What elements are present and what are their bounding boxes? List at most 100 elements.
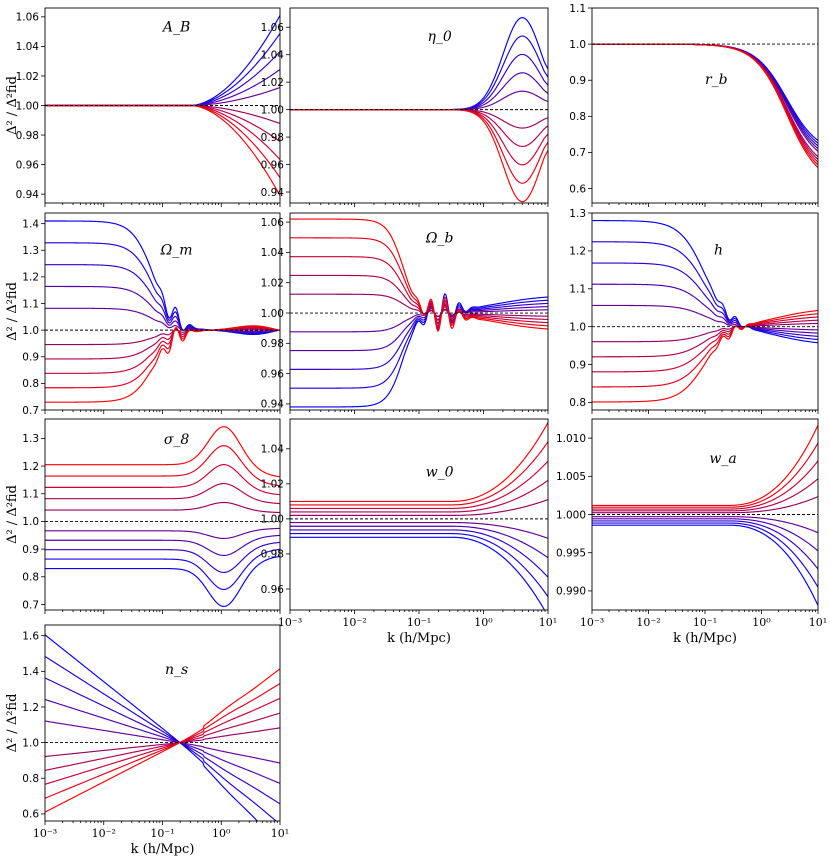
series-line-0 (592, 524, 818, 606)
series-line-0 (45, 555, 280, 608)
series-group (290, 17, 548, 203)
series-line-0 (290, 17, 548, 111)
series-line-7 (290, 479, 548, 513)
ytick-label: 1.04 (261, 247, 285, 259)
ytick-label: 1.06 (261, 22, 285, 34)
series-line-10 (592, 309, 818, 403)
ytick-label: 1.00 (261, 308, 284, 320)
ytick-label: 0.94 (16, 189, 40, 201)
series-line-6 (592, 496, 818, 514)
ytick-label: 0.8 (22, 572, 39, 584)
panel-title: n_s (165, 662, 188, 678)
xtick-label: 10⁰ (752, 616, 771, 629)
ytick-label: 1.00 (261, 104, 284, 116)
xtick-label: 10⁻¹ (150, 827, 174, 840)
series-line-1 (290, 296, 548, 389)
series-line-10 (45, 325, 280, 403)
series-line-4 (290, 90, 548, 111)
series-line-3 (290, 72, 548, 111)
ytick-label: 1.0 (22, 516, 39, 528)
ytick-label: 0.96 (16, 159, 40, 171)
series-line-8 (45, 697, 280, 785)
ytick-label: 1.2 (569, 246, 586, 258)
panel-title: η_0 (427, 29, 451, 45)
ytick-label: 0.9 (569, 75, 586, 87)
ytick-label: 0.96 (261, 159, 285, 171)
series-group (592, 43, 818, 169)
xtick-label: 10⁻² (636, 616, 660, 629)
series-line-8 (45, 104, 280, 160)
ytick-label: 1.04 (16, 41, 40, 53)
ytick-label: 1.02 (261, 278, 284, 290)
series-line-7 (45, 327, 280, 360)
ytick-label: 0.8 (569, 111, 586, 123)
series-line-10 (290, 422, 548, 502)
xtick-label: 10⁻¹ (407, 616, 431, 629)
ytick-label: 0.96 (261, 584, 285, 596)
series-line-6 (290, 293, 548, 318)
series-line-4 (45, 720, 280, 764)
ytick-label: 0.8 (569, 397, 586, 409)
ytick-label: 1.00 (16, 100, 39, 112)
panel-1: 0.94 0.96 0.98 1.00 1.02 1.04 1.06 η_0 (261, 7, 549, 207)
panel-title: w_a (709, 451, 736, 467)
series-line-10 (45, 426, 280, 478)
ytick-label: 0.9 (22, 544, 39, 556)
ytick-label: 1.3 (22, 245, 39, 257)
ytick-label: 1.0 (22, 325, 39, 337)
panel-9: 0.6 0.8 1.0 1.2 1.4 1.6 10⁻³ 10⁻² 10⁻¹ 10⁰ 10¹ n_s Δ… (5, 624, 289, 857)
series-line-6 (45, 501, 280, 514)
series-line-8 (592, 460, 818, 510)
ytick-label: 0.98 (261, 549, 284, 561)
series-line-3 (45, 698, 280, 784)
ytick-label: 1.0 (22, 737, 39, 749)
series-line-2 (592, 520, 818, 570)
series-line-0 (592, 220, 818, 344)
series-line-3 (592, 518, 818, 552)
series-line-1 (592, 522, 818, 588)
series-line-2 (290, 300, 548, 370)
ytick-label: 0.990 (556, 586, 586, 598)
ytick-label: 1.1 (569, 3, 586, 15)
series-line-10 (592, 424, 818, 506)
ytick-label: 0.8 (22, 378, 39, 390)
series-line-0 (45, 634, 259, 821)
ytick-label: 0.94 (261, 399, 285, 411)
y-axis-label: Δ² / Δ²fid (5, 282, 20, 341)
ytick-label: 0.94 (261, 187, 285, 199)
ytick-label: 1.04 (261, 444, 285, 456)
series-line-9 (290, 441, 548, 506)
panel-5: 0.8 0.9 1.0 1.1 1.2 1.3 h (569, 208, 819, 414)
x-axis-label: k (h/Mpc) (387, 631, 451, 646)
series-line-9 (592, 442, 818, 508)
ytick-label: 1.010 (556, 433, 586, 445)
ytick-label: 1.3 (569, 208, 586, 220)
series-line-8 (290, 109, 548, 166)
panel-title: w_0 (426, 464, 454, 480)
xtick-label: 10⁻³ (33, 827, 57, 840)
series-line-4 (290, 521, 548, 539)
series-line-1 (290, 533, 548, 598)
series-line-2 (45, 264, 280, 334)
ytick-label: 1.2 (22, 702, 39, 714)
ytick-label: 1.06 (16, 12, 40, 24)
panel-title: r_b (705, 72, 728, 88)
series-line-3 (45, 285, 280, 333)
series-line-8 (592, 316, 818, 373)
series-line-6 (290, 109, 548, 129)
ytick-label: 0.96 (261, 368, 285, 380)
series-line-3 (45, 68, 280, 107)
series-line-3 (45, 534, 280, 557)
series-line-3 (290, 525, 548, 559)
panel-4: 0.94 0.96 0.98 1.00 1.02 1.04 1.06 Ω_b (261, 212, 549, 414)
xtick-label: 10⁰ (474, 616, 493, 629)
ytick-label: 1.1 (569, 284, 586, 296)
series-line-4 (45, 86, 280, 107)
xtick-label: 10⁻³ (580, 616, 604, 629)
x-axis-label: k (h/Mpc) (673, 631, 737, 646)
series-line-2 (45, 541, 280, 574)
ytick-label: 0.7 (22, 405, 39, 417)
xtick-label: 10⁻³ (278, 616, 302, 629)
series-line-2 (45, 51, 280, 107)
xtick-label: 10¹ (271, 827, 289, 840)
